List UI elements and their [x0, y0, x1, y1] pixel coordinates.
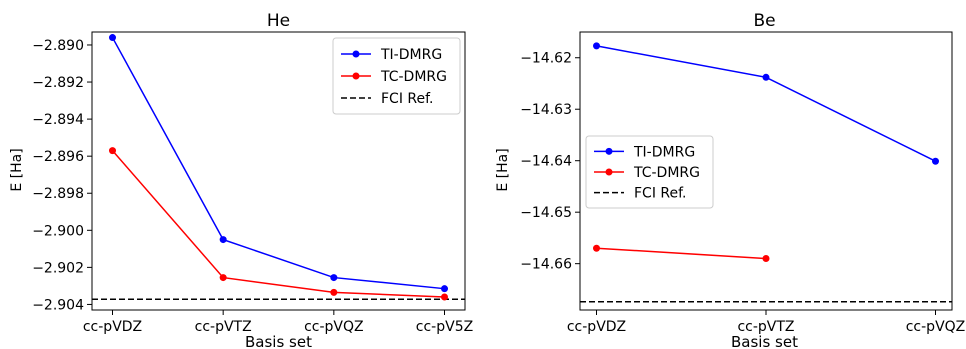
- he-tc-dmrg-point: [219, 274, 227, 282]
- be-y-tick-label: −14.62: [520, 51, 572, 67]
- be-y-tick-label: −14.66: [520, 257, 572, 273]
- be-legend-box: [585, 135, 714, 209]
- he-y-tick-label: −2.904: [32, 297, 84, 313]
- he-legend-ti-dmrg-marker: [352, 50, 360, 58]
- he-x-tick-label: cc-pVQZ: [304, 319, 364, 335]
- he-y-tick-label: −2.890: [32, 38, 84, 54]
- he-legend-box: [332, 37, 461, 115]
- he-ti-dmrg-point: [441, 285, 448, 293]
- he-ti-dmrg-line: [111, 37, 445, 290]
- he-y-tick-label: −2.902: [32, 260, 84, 276]
- be-x-tick-label: cc-pVQZ: [906, 319, 966, 335]
- he-y-axis-label-partial: E [Ha]: [9, 148, 25, 191]
- be-ti-dmrg-point: [932, 157, 939, 165]
- be-y-tick-label: −14.63: [520, 102, 572, 118]
- be-x-tick-label: cc-pVDZ: [567, 319, 626, 335]
- be-legend-tc-dmrg-label: TC-DMRG: [633, 165, 700, 181]
- he-panel: He E [Ha] Basis set cc-pVDZ cc-pVTZ cc-pVQ…: [9, 11, 473, 349]
- be-series: [593, 42, 939, 263]
- he-y-tick-label: −2.896: [32, 149, 84, 165]
- be-legend-tc-dmrg-marker: [605, 168, 613, 176]
- he-tc-dmrg-point: [330, 288, 338, 296]
- be-panel: Be E [Ha] Basis set cc-pVDZ cc-pVTZ cc-pVQ…: [495, 11, 965, 349]
- be-x-tick-label: cc-pVTZ: [737, 319, 794, 335]
- be-legend: TI-DMRG TC-DMRG FCI Ref.: [585, 135, 714, 209]
- be-panel-title: Be: [753, 11, 775, 31]
- be-tc-dmrg-point: [593, 244, 600, 252]
- be-ticks: cc-pVDZ cc-pVTZ cc-pVQZ −14.62 −14.63 −14.64 −…: [520, 51, 965, 335]
- he-ti-dmrg-point: [219, 236, 227, 244]
- be-tc-dmrg-line: [596, 247, 767, 260]
- he-series: [109, 34, 448, 301]
- he-y-tick-label: −2.898: [32, 186, 84, 202]
- he-y-tick-label: −2.900: [32, 223, 84, 239]
- he-panel-title: He: [267, 11, 290, 31]
- he-x-tick-label: cc-pV5Z: [416, 319, 473, 335]
- be-legend-ti-dmrg-marker: [605, 147, 613, 155]
- he-legend-tc-dmrg-label: TC-DMRG: [380, 69, 447, 85]
- he-x-axis-label: Basis set: [245, 333, 312, 349]
- he-x-tick-label: cc-pVDZ: [83, 319, 142, 335]
- be-legend-fci-ref--label: FCI Ref.: [634, 186, 686, 202]
- he-ticks: cc-pVDZ cc-pVTZ cc-pVQZ cc-pV5Z −2.890 −2.892…: [32, 38, 473, 335]
- he-plot-frame: [91, 31, 466, 311]
- be-y-tick-label: −14.65: [520, 205, 572, 221]
- he-x-tick-label: cc-pVTZ: [195, 319, 252, 335]
- he-tc-dmrg-point: [441, 293, 448, 301]
- be-tc-dmrg-point: [762, 255, 770, 263]
- he-legend-tc-dmrg-marker: [352, 72, 360, 80]
- he-ti-dmrg-point: [330, 274, 338, 282]
- be-ti-dmrg-point: [593, 42, 600, 50]
- be-y-tick-label: −14.64: [520, 154, 572, 170]
- be-x-axis-label: Basis set: [731, 333, 798, 349]
- he-legend-fci-ref--label: FCI Ref.: [381, 91, 433, 107]
- he-legend-ti-dmrg-label: TI-DMRG: [380, 47, 442, 63]
- he-tc-dmrg-point: [109, 147, 116, 155]
- he-legend: TI-DMRG TC-DMRG FCI Ref.: [332, 37, 461, 115]
- he-tc-dmrg-line: [111, 150, 445, 298]
- he-y-tick-label: −2.894: [32, 112, 84, 128]
- be-legend-ti-dmrg-label: TI-DMRG: [633, 144, 695, 160]
- he-ti-dmrg-point: [109, 34, 116, 42]
- be-y-axis-label: E [Ha]: [495, 148, 511, 191]
- he-y-tick-label: −2.892: [32, 75, 84, 91]
- be-ti-dmrg-point: [762, 73, 770, 81]
